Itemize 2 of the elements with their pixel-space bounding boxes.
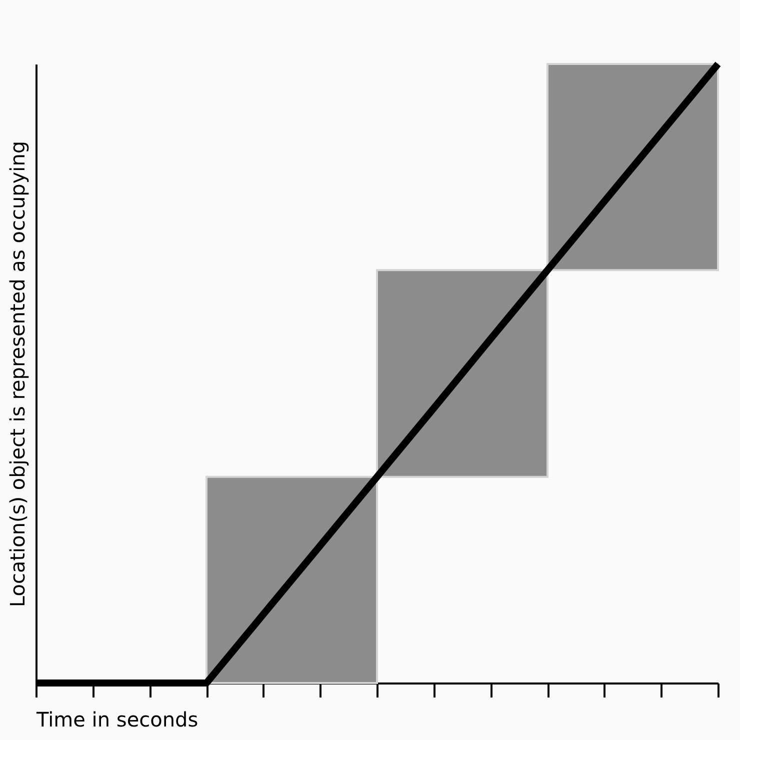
y-axis-title: Location(s) object is represented as occupying [6,140,30,608]
x-axis-title: Time in seconds [36,708,198,732]
